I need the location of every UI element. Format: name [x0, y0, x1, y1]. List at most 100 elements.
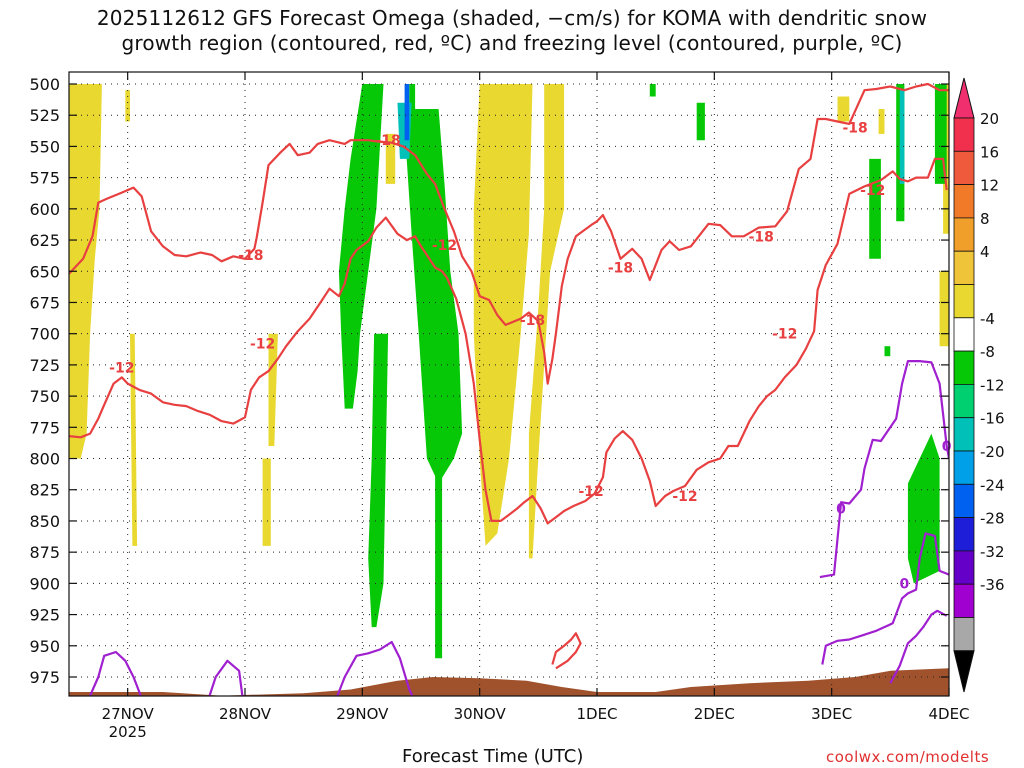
- x-tick-label-3DEC: 3DEC: [811, 705, 852, 723]
- x-year-label: 2025: [109, 723, 147, 741]
- omega-region-14: [368, 333, 389, 628]
- x-tick-label-27NOV: 27NOV: [102, 705, 155, 723]
- y-tick-label-675: 675: [29, 293, 60, 312]
- colorbar-swatch-14: [953, 583, 975, 618]
- colorbar-swatch-12: [953, 517, 975, 552]
- contour-line-3: [819, 360, 949, 579]
- omega-region-9: [837, 96, 850, 122]
- contour-label-13: 0: [836, 501, 846, 517]
- x-tick-label-30NOV: 30NOV: [454, 705, 507, 723]
- colorbar-label-12: -32: [980, 543, 1005, 561]
- y-tick-label-825: 825: [29, 481, 60, 500]
- y-tick-label-875: 875: [29, 543, 60, 562]
- colorbar-label-8: -16: [980, 410, 1005, 428]
- colorbar-swatch-11: [953, 483, 975, 518]
- omega-shading-layer: [69, 84, 949, 659]
- colorbar-swatch-4: [953, 250, 975, 285]
- contour-layer: [69, 82, 949, 696]
- colorbar-label-5: -4: [980, 310, 995, 328]
- contour-label-10: -12: [772, 327, 797, 343]
- colorbar-label-13: -36: [980, 576, 1005, 594]
- contour-label-12: -12: [672, 489, 697, 505]
- contour-label-5: -18: [749, 229, 774, 245]
- y-tick-label-600: 600: [29, 200, 60, 219]
- colorbar-label-9: -20: [980, 443, 1005, 461]
- y-tick-label-950: 950: [29, 637, 60, 656]
- contour-line-5: [889, 609, 948, 684]
- contour-line-0: [69, 82, 949, 385]
- omega-region-23: [884, 346, 891, 357]
- y-tick-label-525: 525: [29, 106, 60, 125]
- colorbar-swatch-5: [953, 284, 975, 319]
- colorbar-swatch-1: [953, 150, 975, 186]
- contour-label-14: 0: [900, 576, 910, 592]
- contour-label-11: -12: [578, 484, 603, 500]
- x-tick-label-28NOV: 28NOV: [219, 705, 272, 723]
- y-tick-label-925: 925: [29, 606, 60, 625]
- contour-line-6: [89, 650, 143, 696]
- contour-label-15: 0: [942, 439, 952, 455]
- y-tick-label-775: 775: [29, 418, 60, 437]
- contour-label-layer: -18 -18 -12 -18 -18 -18 -18 -12 -12 -12 -12 -12 -12 0…: [109, 121, 952, 593]
- omega-region-20: [649, 84, 656, 97]
- contour-line-4: [821, 532, 949, 665]
- colorbar-label-3: 8: [980, 210, 990, 228]
- y-tick-label-650: 650: [29, 262, 60, 281]
- contour-line-2: [551, 632, 582, 670]
- omega-region-19: [404, 84, 410, 141]
- omega-region-21: [696, 102, 705, 141]
- colorbar-swatch-2: [953, 184, 975, 219]
- omega-region-15: [403, 109, 463, 484]
- contour-label-9: -12: [250, 337, 275, 353]
- omega-region-1: [125, 90, 130, 122]
- colorbar: 20 16 12 8 4 -4 -8 -12 -16 -20 -24 -28 -32 -36: [953, 77, 1005, 693]
- omega-region-5: [385, 133, 396, 184]
- contour-label-6: -18: [842, 121, 867, 137]
- x-tick-label-29NOV: 29NOV: [336, 705, 389, 723]
- colorbar-label-1: 16: [980, 143, 999, 161]
- omega-region-27: [907, 433, 940, 584]
- colorbar-label-7: -12: [980, 376, 1005, 394]
- colorbar-swatch-3: [953, 217, 975, 252]
- colorbar-swatch-7: [953, 350, 975, 385]
- credit-link[interactable]: coolwx.com/modelts: [826, 748, 990, 766]
- colorbar-swatch-13: [953, 550, 975, 585]
- colorbar-swatch-0: [953, 117, 975, 152]
- colorbar-swatch-6: [953, 317, 975, 352]
- x-axis-label: Forecast Time (UTC): [402, 746, 584, 767]
- colorbar-bottom-arrow: [953, 650, 975, 693]
- omega-region-3: [262, 458, 271, 546]
- contour-label-2: -12: [432, 238, 457, 254]
- contour-line-1: [69, 157, 948, 525]
- colorbar-label-4: 4: [980, 243, 990, 261]
- x-tick-label-1DEC: 1DEC: [576, 705, 617, 723]
- y-tick-label-800: 800: [29, 450, 60, 469]
- colorbar-top-arrow: [953, 77, 975, 119]
- contour-label-8: -12: [109, 360, 134, 376]
- y-tick-label-725: 725: [29, 356, 60, 375]
- y-tick-label-700: 700: [29, 325, 60, 344]
- y-tick-label-625: 625: [29, 231, 60, 250]
- x-tick-label-2DEC: 2DEC: [694, 705, 735, 723]
- y-tick-label-750: 750: [29, 387, 60, 406]
- terrain-surface: [69, 668, 949, 696]
- chart-title-line-2: growth region (contoured, red, ºC) and f…: [121, 31, 903, 55]
- colorbar-label-6: -8: [980, 343, 995, 361]
- omega-region-7: [473, 84, 533, 546]
- y-tick-label-900: 900: [29, 574, 60, 593]
- omega-region-10: [878, 109, 885, 134]
- colorbar-swatch-15: [953, 617, 975, 652]
- colorbar-label-0: 20: [980, 110, 999, 128]
- omega-region-16: [435, 458, 443, 659]
- plot-frame: [68, 71, 950, 697]
- colorbar-label-11: -28: [980, 510, 1005, 528]
- contour-label-1: -18: [375, 133, 400, 149]
- x-tick-label-4DEC: 4DEC: [928, 705, 969, 723]
- contour-label-7: -12: [860, 183, 885, 199]
- x-axis-ticks: 27NOV 28NOV 29NOV 30NOV 1DEC 2DEC 3DEC 4DEC 2025: [102, 72, 970, 741]
- y-tick-label-575: 575: [29, 169, 60, 188]
- colorbar-label-2: 12: [980, 177, 999, 195]
- contour-label-3: -18: [520, 313, 545, 329]
